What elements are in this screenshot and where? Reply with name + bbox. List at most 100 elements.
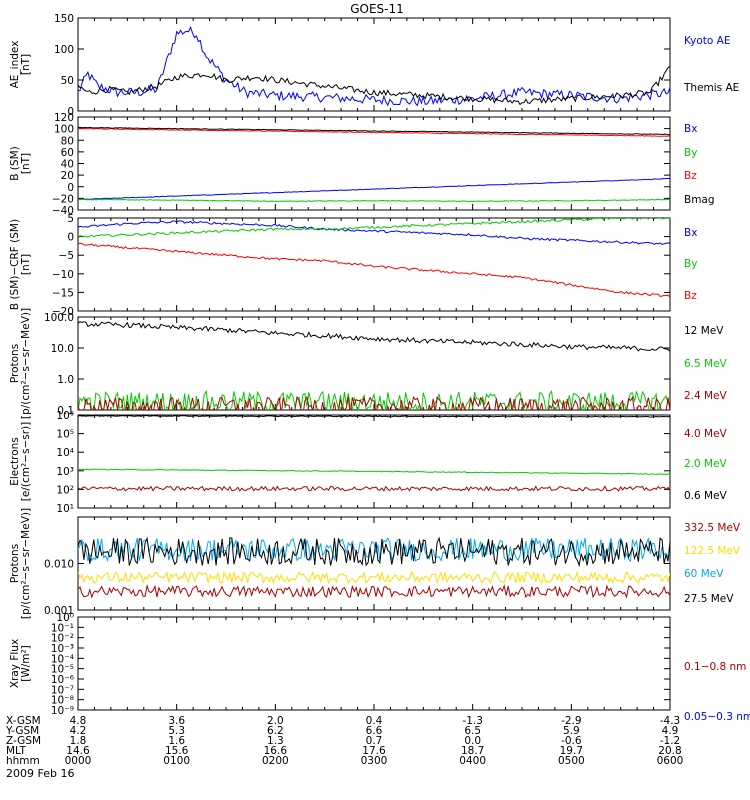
panel-frame <box>77 516 671 611</box>
series-line <box>78 127 670 137</box>
y-tick-label: 10⁰ <box>56 612 74 624</box>
orbit-table: X-GSM 4.8 3.6 2.0 0.4 -1.3 -2.9 -4.3 Y-GSM 4.2 5.3… <box>5 715 683 767</box>
y-axis-label: Electrons <box>9 437 21 486</box>
legend-label: 27.5 MeV <box>684 593 734 605</box>
y-tick-label: 10³ <box>56 466 74 478</box>
orbit-value: 16.6 <box>264 745 288 757</box>
orbit-row-label: X-GSM <box>6 715 41 727</box>
y-axis-label: [p/(cm²−s−sr−MeV)] <box>20 508 32 619</box>
legend-label: 0.05−0.3 nm <box>684 711 750 723</box>
series-line <box>78 468 670 476</box>
orbit-value: 1.3 <box>267 735 284 747</box>
y-axis-label: [nT] <box>20 54 32 75</box>
y-axis-label: [e/(cm²−s−sr)] <box>20 422 32 501</box>
orbit-value: 17.6 <box>362 745 386 757</box>
panel-frame <box>77 414 671 509</box>
orbit-value: -0.6 <box>561 735 582 747</box>
orbit-value: 0100 <box>163 755 190 767</box>
series-line <box>78 177 670 201</box>
orbit-value: 2.0 <box>267 715 284 727</box>
orbit-value: 4.8 <box>70 715 87 727</box>
legend-label: 122.5 MeV <box>684 545 741 557</box>
series-line <box>78 242 670 298</box>
y-tick-label: 100 <box>54 44 74 56</box>
legend-label: 4.0 MeV <box>684 428 728 440</box>
legend-label: 2.0 MeV <box>684 458 728 470</box>
panel-5: 10¹ 10² 10³ 10⁴ 10⁵ 10⁶ Electrons [e/(cm²−s−sr)… <box>9 410 728 515</box>
y-tick-label: 60 <box>61 147 74 159</box>
y-axis-label: Protons <box>9 544 21 583</box>
y-tick-label: 0 <box>67 106 74 118</box>
y-tick-label: 10⁴ <box>56 447 74 459</box>
y-tick-label: 120 <box>54 112 74 124</box>
y-tick-label: 10⁻³ <box>51 643 74 655</box>
series-line <box>78 536 670 563</box>
orbit-row-label: MLT <box>6 745 26 757</box>
orbit-value: 0400 <box>459 755 486 767</box>
y-tick-label: 10² <box>56 484 74 496</box>
legend-label: 0.1−0.8 nm <box>684 661 746 673</box>
y-tick-label: 150 <box>54 13 74 25</box>
y-tick-label: 10⁵ <box>56 429 74 441</box>
legend-label: By <box>684 258 697 270</box>
y-axis-label: [W/m²] <box>20 645 32 682</box>
y-tick-label: 0.001 <box>44 605 74 617</box>
y-tick-label: 100.0 <box>44 312 74 324</box>
legend-label: Bz <box>684 290 697 302</box>
y-tick-label: 10.0 <box>51 343 74 355</box>
series-line <box>78 126 670 136</box>
y-tick-label: 0 <box>67 182 74 194</box>
y-tick-label: −10 <box>52 269 74 281</box>
y-tick-label: 10⁻⁸ <box>51 695 74 707</box>
orbit-value: -1.3 <box>462 715 483 727</box>
panel-1: 0 50 100 150 AE_index [nT] Kyoto AE Themis AE <box>9 13 739 118</box>
y-tick-label: 40 <box>61 159 74 171</box>
y-tick-label: 5 <box>67 213 74 225</box>
y-axis-label: B (SM)−CRF (SM) <box>9 219 21 310</box>
y-tick-label: 10⁻⁷ <box>51 684 74 696</box>
y-tick-label: 10⁻⁵ <box>51 664 74 676</box>
y-tick-label: −5 <box>59 250 74 262</box>
orbit-value: 0500 <box>558 755 585 767</box>
orbit-value: 1.8 <box>70 735 87 747</box>
orbit-value: 6.5 <box>464 725 481 737</box>
orbit-value: -2.9 <box>561 715 582 727</box>
series-line <box>78 395 670 410</box>
series-line <box>78 218 670 238</box>
y-tick-label: 80 <box>61 135 74 147</box>
legend-label: Bx <box>684 123 697 135</box>
series-line <box>78 583 670 599</box>
orbit-value: 6.6 <box>366 725 383 737</box>
y-axis-label: [nT] <box>20 254 32 275</box>
orbit-row-label: Y-GSM <box>5 725 39 737</box>
y-tick-label: 10⁻⁴ <box>51 653 74 665</box>
y-tick-label: 20 <box>61 170 74 182</box>
panel-frame <box>77 616 671 711</box>
legend-label: 12 MeV <box>684 325 724 337</box>
y-axis-label: [p/(cm²−s−sr−MeV)] <box>20 308 32 419</box>
orbit-value: 5.9 <box>563 725 580 737</box>
orbit-value: 3.6 <box>168 715 185 727</box>
legend-label: By <box>684 147 697 159</box>
legend-label: 332.5 MeV <box>684 522 741 534</box>
orbit-value: 4.2 <box>70 725 87 737</box>
y-tick-label: 1.0 <box>57 374 74 386</box>
series-line <box>78 485 670 492</box>
orbit-value: 18.7 <box>461 745 484 757</box>
y-tick-label: 50 <box>61 75 74 87</box>
y-axis-label: AE_index <box>9 41 21 89</box>
panel-frame <box>77 217 671 312</box>
y-tick-label: 10⁻¹ <box>51 622 74 634</box>
series-line <box>78 66 670 106</box>
orbit-row-label: hhmm <box>6 755 40 767</box>
y-tick-label: 0.1 <box>57 405 74 417</box>
orbit-value: 1.6 <box>168 735 185 747</box>
legend-label: 60 MeV <box>684 568 724 580</box>
orbit-value: 0300 <box>361 755 388 767</box>
legend-label: Bx <box>684 227 697 239</box>
orbit-value: 19.7 <box>560 745 583 757</box>
y-axis-label: Protons <box>9 344 21 383</box>
legend-label: Kyoto AE <box>684 35 730 47</box>
